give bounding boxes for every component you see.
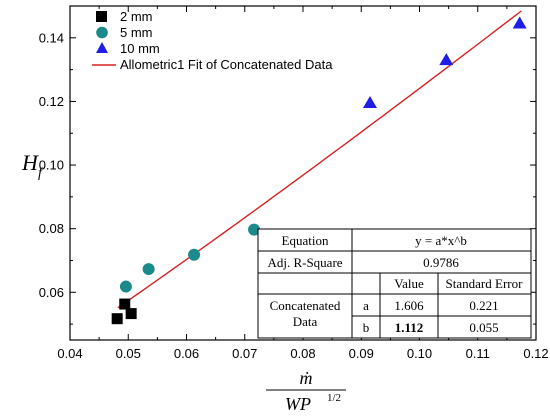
legend-label-2mm: 2 mm (120, 9, 153, 24)
point-2mm (125, 308, 137, 320)
y-axis-label-main: H (21, 150, 39, 175)
stats-equation-value: y = a*x^b (415, 233, 467, 248)
stats-table-frame (257, 228, 532, 339)
stats-r2-label: Adj. R-Square (267, 255, 342, 270)
stats-r2-value: 0.9786 (423, 255, 459, 270)
y-tick-label: 0.10 (39, 158, 64, 173)
x-tick-label: 0.04 (57, 346, 82, 361)
point-2mm (119, 298, 131, 310)
legend-marker-10mm (96, 42, 108, 53)
x-tick-label: 0.06 (174, 346, 199, 361)
point-10mm (362, 96, 377, 109)
x-tick-label: 0.08 (290, 346, 315, 361)
point-5mm (119, 280, 132, 293)
y-tick-label: 0.14 (39, 30, 64, 45)
x-tick-label: 0.11 (466, 346, 490, 361)
y-axis-label-sub: f (38, 166, 44, 181)
point-5mm (188, 248, 201, 261)
y-tick-labels: 0.06 0.08 0.10 0.12 0.14 (39, 30, 64, 299)
legend-label-5mm: 5 mm (120, 25, 153, 40)
fit-curve (117, 10, 522, 309)
stats-stderr-a: 0.221 (469, 298, 498, 313)
x-tick-label: 0.10 (407, 346, 432, 361)
stats-group-label-line2: Data (293, 314, 318, 329)
x-axis-label-numerator: ṁ (300, 368, 313, 388)
stats-stderr-b: 0.055 (469, 320, 498, 335)
y-tick-label: 0.06 (39, 285, 64, 300)
stats-value-header: Value (394, 276, 424, 291)
legend-marker-5mm (96, 26, 108, 39)
stats-param-a: a (363, 298, 369, 313)
stats-param-b: b (363, 320, 370, 335)
point-10mm (512, 16, 527, 29)
x-tick-label: 0.09 (349, 346, 374, 361)
stats-stderr-header: Standard Error (446, 276, 524, 291)
x-tick-label: 0.07 (232, 346, 257, 361)
fit-layer (117, 10, 522, 309)
x-tick-label: 0.12 (523, 346, 548, 361)
x-axis-label: ṁ WP 1/2 (266, 368, 346, 414)
point-2mm (111, 313, 123, 325)
point-5mm (142, 263, 155, 276)
point-5mm (248, 223, 261, 236)
x-axis-label-denominator: WP (285, 394, 311, 414)
x-tick-labels: 0.04 0.05 0.06 0.07 0.08 0.09 0.10 0.11 0.12 (57, 346, 548, 361)
stats-value-b: 1.112 (395, 320, 424, 335)
y-axis-label: H f (21, 150, 44, 181)
stats-value-a: 1.606 (394, 298, 424, 313)
data-marks (111, 16, 527, 325)
stats-group-label-line1: Concatenated (270, 298, 341, 313)
x-tick-label: 0.05 (116, 346, 141, 361)
legend: 2 mm 5 mm 10 mm Allometric1 Fit of Conca… (92, 9, 333, 72)
legend-marker-2mm (96, 11, 107, 22)
y-tick-label: 0.08 (39, 221, 64, 236)
x-axis-label-exponent: 1/2 (327, 392, 341, 404)
stats-table: Equation y = a*x^b Adj. R-Square 0.9786 … (257, 228, 532, 339)
stats-equation-label: Equation (282, 233, 329, 248)
plot-frame (69, 5, 537, 341)
y-tick-label: 0.12 (39, 94, 64, 109)
legend-label-10mm: 10 mm (120, 41, 160, 56)
point-10mm (439, 53, 454, 66)
legend-label-fit: Allometric1 Fit of Concatenated Data (120, 57, 333, 72)
